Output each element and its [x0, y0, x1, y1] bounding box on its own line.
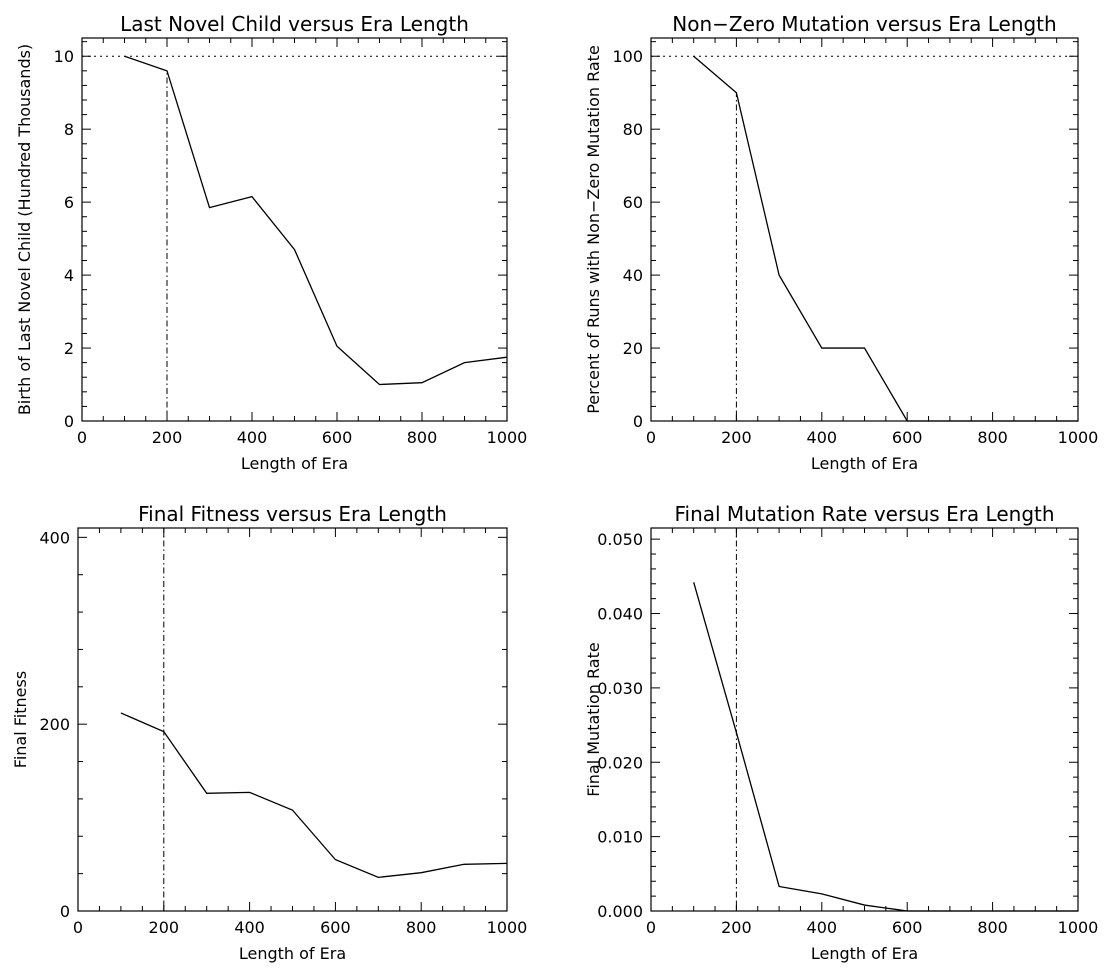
x-tick-label: 800 [406, 918, 437, 937]
x-tick-label: 0 [646, 428, 656, 447]
y-tick-label: 400 [39, 528, 70, 547]
x-tick-label: 1000 [487, 428, 528, 447]
y-tick-label: 0 [633, 412, 643, 431]
x-tick-label: 200 [721, 428, 752, 447]
y-tick-label: 0 [60, 902, 70, 921]
x-tick-label: 200 [152, 428, 183, 447]
chart-title: Final Mutation Rate versus Era Length [674, 502, 1054, 526]
y-tick-label: 0.050 [597, 530, 643, 549]
x-tick-label: 600 [322, 428, 353, 447]
chart-title: Non−Zero Mutation versus Era Length [672, 12, 1056, 36]
y-tick-label: 6 [64, 193, 74, 212]
x-tick-label: 0 [77, 428, 87, 447]
x-tick-label: 800 [977, 918, 1008, 937]
x-tick-label: 800 [977, 428, 1008, 447]
chart-panel-1: 0 200 400 600 800 1000 0 2 4 6 8 10 Last Novel Child… [15, 12, 527, 473]
y-axis-label: Final Fitness [11, 671, 30, 768]
x-tick-label: 1000 [1058, 918, 1099, 937]
x-tick-label: 1000 [1058, 428, 1099, 447]
y-axis-label: Birth of Last Novel Child (Hundred Thous… [15, 44, 34, 415]
y-axis-label: Percent of Runs with Non−Zero Mutation R… [584, 45, 603, 414]
chart-panel-4: 0 200 400 600 800 1000 0.000 0.010 0.020 0.030 0.0… [584, 502, 1098, 963]
y-tick-label: 0 [64, 412, 74, 431]
x-axis-label: Length of Era [811, 454, 918, 473]
y-tick-label: 4 [64, 266, 74, 285]
series-line [124, 55, 508, 386]
x-tick-label: 600 [320, 918, 351, 937]
y-tick-label: 0.040 [597, 605, 643, 624]
y-tick-label: 100 [612, 47, 643, 66]
plot-frame [650, 527, 1079, 912]
y-tick-label: 10 [54, 47, 74, 66]
y-tick-label: 80 [623, 120, 643, 139]
y-tick-label: 60 [623, 193, 643, 212]
x-tick-label: 400 [807, 918, 838, 937]
plot-frame [650, 37, 1079, 422]
y-tick-label: 20 [623, 339, 643, 358]
x-tick-label: 0 [73, 918, 83, 937]
x-tick-label: 800 [407, 428, 438, 447]
y-axis-label: Final Mutation Rate [584, 642, 603, 796]
x-tick-label: 1000 [487, 918, 528, 937]
x-axis-label: Length of Era [239, 944, 346, 963]
y-tick-label: 2 [64, 339, 74, 358]
y-tick-label: 0.000 [597, 902, 643, 921]
plot-frame [81, 37, 508, 422]
chart-panel-3: 0 200 400 600 800 1000 0 200 400 Final Fitness ve… [11, 502, 527, 963]
x-tick-label: 400 [807, 428, 838, 447]
y-tick-label: 200 [39, 715, 70, 734]
plot-frame [77, 527, 508, 912]
x-tick-label: 600 [892, 918, 923, 937]
x-axis-label: Length of Era [811, 944, 918, 963]
y-tick-label: 0.020 [597, 753, 643, 772]
y-tick-label: 0.010 [597, 828, 643, 847]
x-tick-label: 200 [149, 918, 180, 937]
x-tick-label: 400 [234, 918, 265, 937]
series-line [120, 712, 508, 879]
x-tick-label: 600 [892, 428, 923, 447]
x-tick-label: 400 [237, 428, 268, 447]
chart-panel-2: 0 200 400 600 800 1000 0 20 40 60 80 100 Non−Zero Mu… [584, 12, 1098, 473]
x-axis-label: Length of Era [241, 454, 348, 473]
chart-title: Last Novel Child versus Era Length [120, 12, 469, 36]
y-tick-label: 8 [64, 120, 74, 139]
series-line [693, 582, 1078, 912]
y-tick-label: 40 [623, 266, 643, 285]
x-tick-label: 0 [646, 918, 656, 937]
y-tick-label: 0.030 [597, 679, 643, 698]
chart-title: Final Fitness versus Era Length [138, 502, 447, 526]
x-tick-label: 200 [721, 918, 752, 937]
series-line [693, 55, 1078, 422]
